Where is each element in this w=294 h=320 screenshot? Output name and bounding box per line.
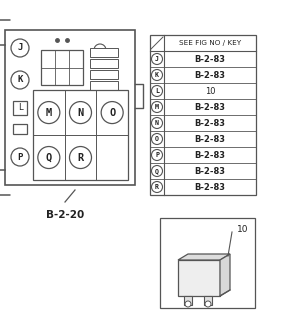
Circle shape xyxy=(185,301,191,307)
Bar xyxy=(90,103,118,112)
Circle shape xyxy=(151,53,163,65)
Circle shape xyxy=(38,101,60,124)
Bar xyxy=(150,35,256,195)
Text: B-2-83: B-2-83 xyxy=(195,166,225,175)
Circle shape xyxy=(151,133,163,145)
Bar xyxy=(184,296,192,305)
Text: P: P xyxy=(155,152,159,158)
Text: Q: Q xyxy=(46,153,52,163)
Text: L: L xyxy=(155,88,159,94)
Text: K: K xyxy=(17,76,23,84)
Bar xyxy=(90,92,118,101)
Text: SEE FIG NO / KEY: SEE FIG NO / KEY xyxy=(179,40,241,46)
Text: B-2-20: B-2-20 xyxy=(46,210,84,220)
Circle shape xyxy=(151,85,163,97)
Circle shape xyxy=(205,301,211,307)
Text: B-2-83: B-2-83 xyxy=(195,54,225,63)
Bar xyxy=(204,296,212,305)
Text: N: N xyxy=(155,120,159,126)
Text: B-2-83: B-2-83 xyxy=(195,118,225,127)
Text: 10: 10 xyxy=(237,226,248,235)
Text: 10: 10 xyxy=(205,86,215,95)
Circle shape xyxy=(151,181,163,193)
Text: B-2-83: B-2-83 xyxy=(195,70,225,79)
Circle shape xyxy=(151,69,163,81)
Circle shape xyxy=(101,101,123,124)
Circle shape xyxy=(151,165,163,177)
Text: R: R xyxy=(77,153,83,163)
Bar xyxy=(13,101,27,115)
Text: R: R xyxy=(155,184,159,190)
Circle shape xyxy=(11,148,29,166)
Bar xyxy=(5,30,135,185)
Text: B-2-83: B-2-83 xyxy=(195,182,225,191)
Bar xyxy=(90,81,118,90)
Text: B-2-83: B-2-83 xyxy=(195,150,225,159)
Circle shape xyxy=(151,149,163,161)
Text: L: L xyxy=(18,103,22,113)
Text: Q: Q xyxy=(155,168,159,174)
Circle shape xyxy=(38,147,60,169)
Text: K: K xyxy=(155,72,159,78)
Circle shape xyxy=(11,71,29,89)
Bar xyxy=(160,218,255,308)
Text: M: M xyxy=(155,104,159,110)
Circle shape xyxy=(151,101,163,113)
Text: P: P xyxy=(17,153,23,162)
Text: M: M xyxy=(46,108,52,117)
Circle shape xyxy=(94,44,106,56)
Circle shape xyxy=(69,147,91,169)
Bar xyxy=(90,48,118,57)
Bar xyxy=(178,260,220,296)
Text: J: J xyxy=(155,56,159,62)
Bar xyxy=(13,124,27,134)
Text: O: O xyxy=(155,136,159,142)
Text: B-2-83: B-2-83 xyxy=(195,102,225,111)
Circle shape xyxy=(151,117,163,129)
Text: B-2-83: B-2-83 xyxy=(195,134,225,143)
Polygon shape xyxy=(178,254,230,260)
Circle shape xyxy=(11,39,29,57)
Polygon shape xyxy=(220,254,230,296)
Bar xyxy=(90,59,118,68)
Bar xyxy=(90,70,118,79)
Circle shape xyxy=(69,101,91,124)
Bar xyxy=(41,50,83,85)
Text: J: J xyxy=(17,44,23,52)
Text: N: N xyxy=(77,108,83,117)
Bar xyxy=(33,90,128,180)
Text: O: O xyxy=(109,108,115,117)
